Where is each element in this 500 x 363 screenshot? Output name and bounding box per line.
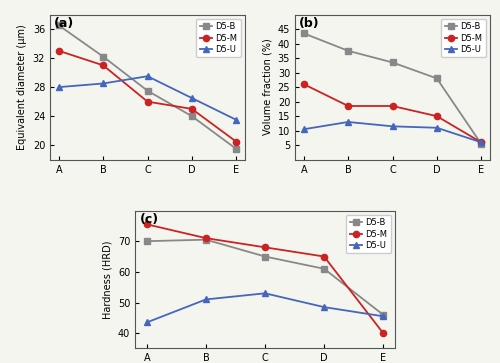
D5-M <box>203 236 209 240</box>
Y-axis label: Hardness (HRD): Hardness (HRD) <box>102 240 112 319</box>
D5-U <box>144 74 150 78</box>
D5-M <box>189 107 195 111</box>
Y-axis label: Equivalent diameter (μm): Equivalent diameter (μm) <box>17 24 27 150</box>
Legend: D5-B, D5-M, D5-U: D5-B, D5-M, D5-U <box>442 19 486 57</box>
D5-B <box>56 23 62 28</box>
D5-U <box>478 140 484 144</box>
D5-U <box>380 314 386 318</box>
Text: (c): (c) <box>140 213 160 226</box>
Legend: D5-B, D5-M, D5-U: D5-B, D5-M, D5-U <box>196 19 241 57</box>
D5-B <box>478 142 484 146</box>
D5-M <box>144 222 150 227</box>
D5-B <box>203 237 209 242</box>
D5-B <box>100 54 106 59</box>
D5-U <box>100 81 106 86</box>
D5-B <box>189 114 195 118</box>
D5-M <box>345 104 351 108</box>
D5-B <box>301 31 307 36</box>
D5-U <box>144 320 150 325</box>
Line: D5-B: D5-B <box>56 22 240 152</box>
Line: D5-B: D5-B <box>300 30 484 147</box>
D5-B <box>262 254 268 259</box>
Line: D5-M: D5-M <box>144 221 386 336</box>
Line: D5-M: D5-M <box>56 48 240 145</box>
D5-B <box>144 89 150 93</box>
D5-U <box>345 120 351 124</box>
D5-M <box>301 82 307 86</box>
Line: D5-U: D5-U <box>144 290 386 326</box>
D5-B <box>233 147 239 151</box>
D5-B <box>144 239 150 243</box>
D5-M <box>390 104 396 108</box>
D5-B <box>390 60 396 65</box>
D5-U <box>434 126 440 130</box>
D5-M <box>56 49 62 53</box>
D5-U <box>301 127 307 131</box>
D5-M <box>434 114 440 118</box>
D5-M <box>233 139 239 144</box>
Line: D5-M: D5-M <box>300 81 484 146</box>
D5-M <box>144 99 150 104</box>
D5-B <box>380 313 386 317</box>
D5-M <box>478 140 484 144</box>
D5-U <box>189 96 195 100</box>
Line: D5-B: D5-B <box>144 237 386 318</box>
Y-axis label: Volume fraction (%): Volume fraction (%) <box>262 39 272 135</box>
D5-U <box>203 297 209 302</box>
D5-U <box>262 291 268 295</box>
D5-U <box>233 118 239 122</box>
D5-B <box>345 49 351 53</box>
D5-M <box>380 331 386 335</box>
Line: D5-U: D5-U <box>56 73 240 123</box>
Text: (a): (a) <box>54 17 74 30</box>
D5-U <box>321 305 327 309</box>
D5-U <box>56 85 62 89</box>
D5-B <box>321 266 327 271</box>
Line: D5-U: D5-U <box>300 119 484 146</box>
D5-M <box>321 254 327 259</box>
Legend: D5-B, D5-M, D5-U: D5-B, D5-M, D5-U <box>346 215 391 253</box>
D5-M <box>100 63 106 68</box>
D5-M <box>262 245 268 249</box>
D5-U <box>390 124 396 129</box>
D5-B <box>434 76 440 81</box>
Text: (b): (b) <box>299 17 320 30</box>
